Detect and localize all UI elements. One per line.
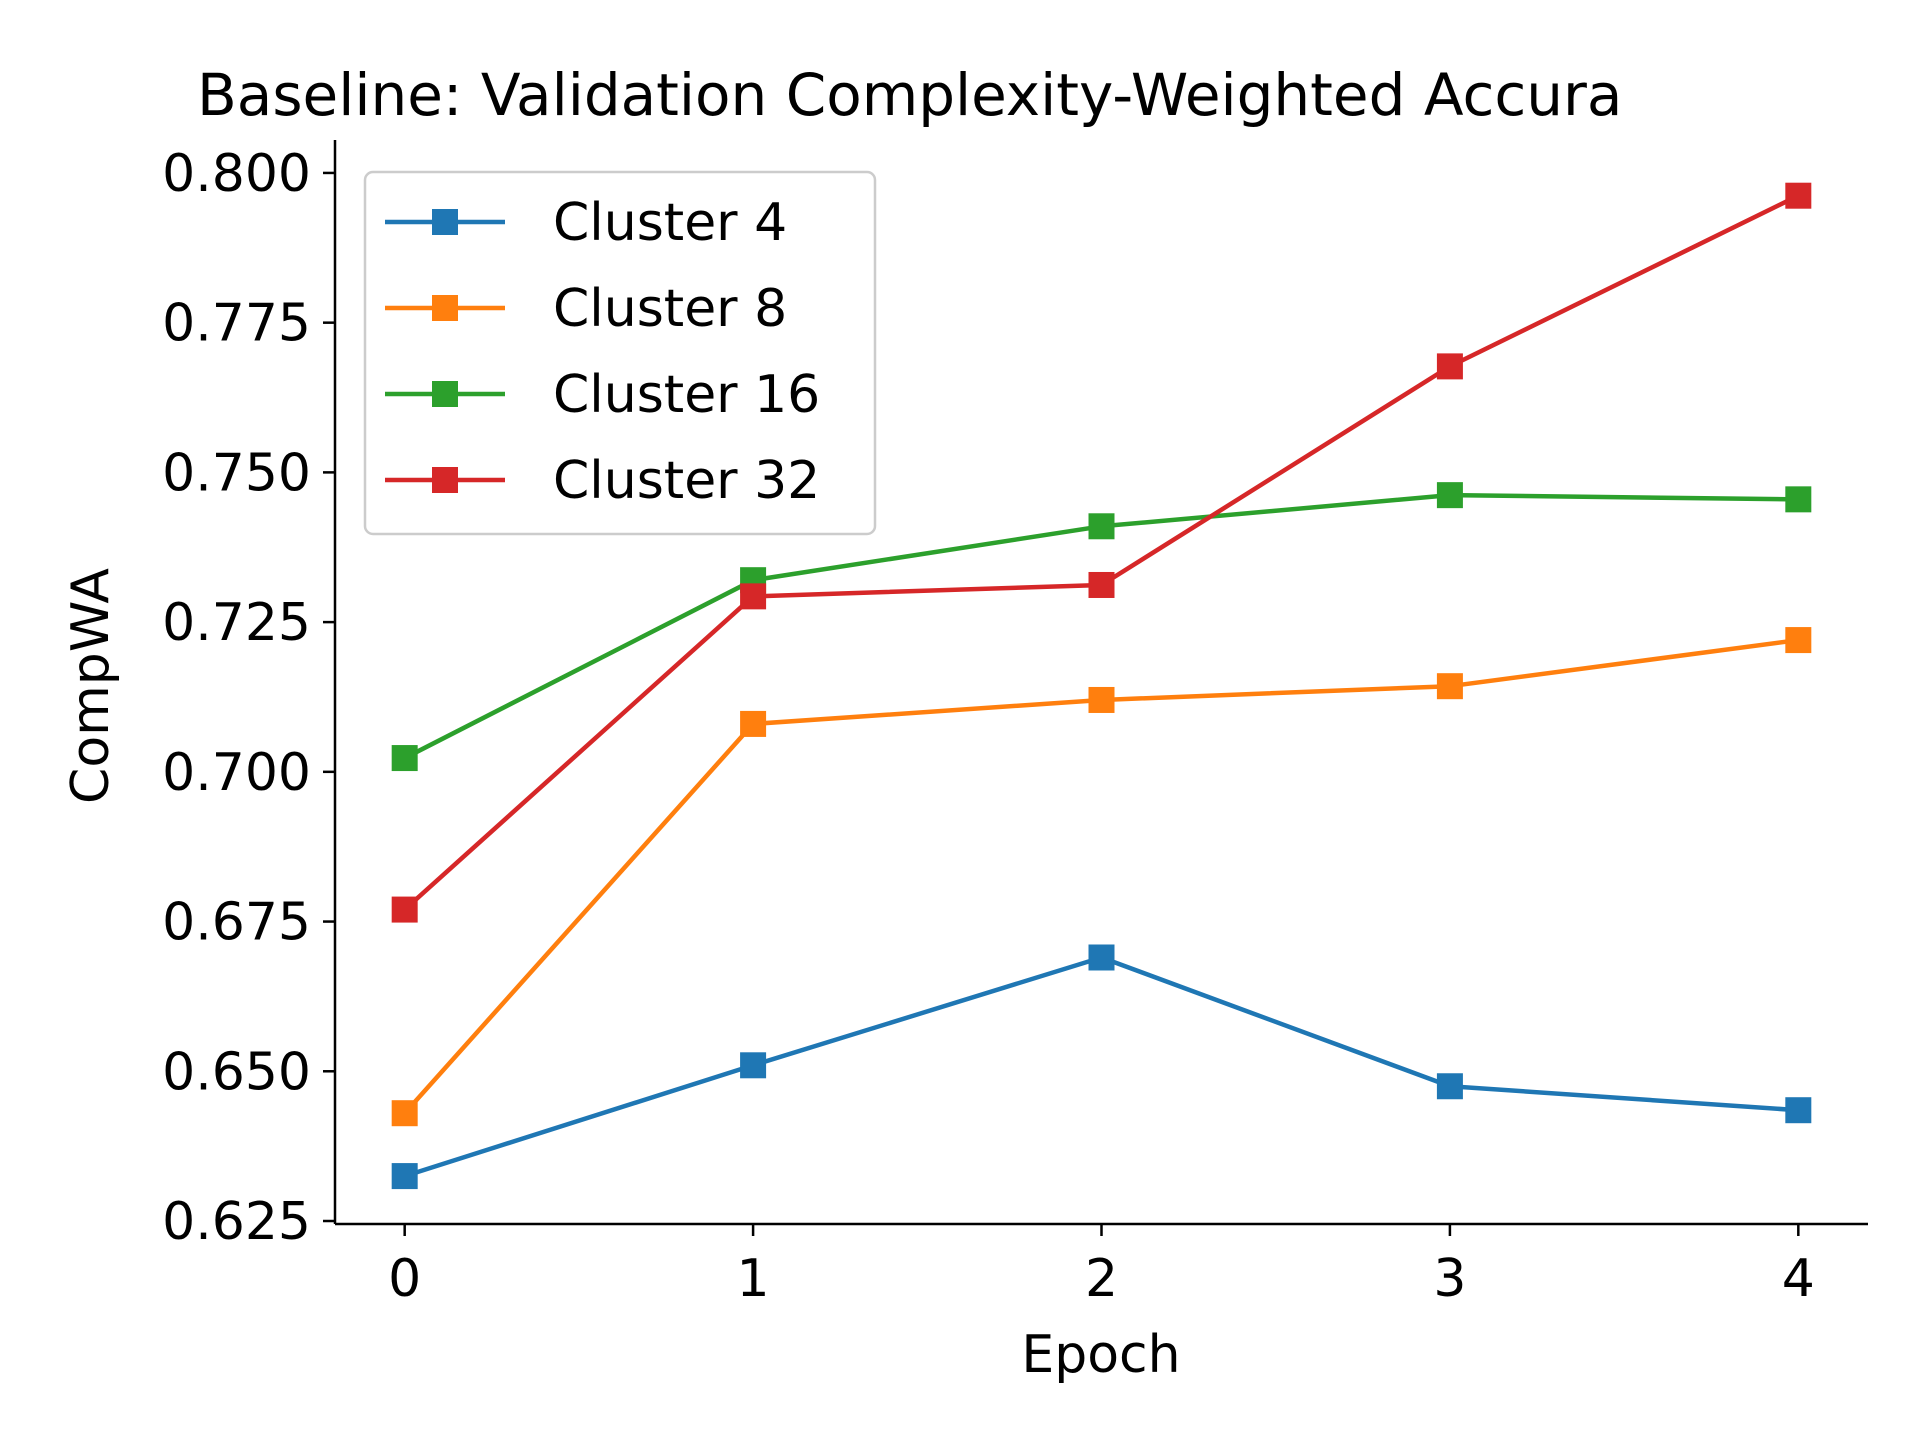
data-point-cluster-4 bbox=[740, 1052, 767, 1079]
x-tick-label: 3 bbox=[1433, 1249, 1466, 1309]
series-cluster-32 bbox=[391, 182, 1812, 923]
y-tick-label: 0.675 bbox=[162, 893, 311, 953]
y-tick-label: 0.625 bbox=[162, 1192, 311, 1252]
y-tick-label: 0.650 bbox=[162, 1042, 311, 1102]
y-axis-label: CompWA bbox=[61, 568, 121, 804]
series-cluster-4 bbox=[391, 944, 1812, 1190]
legend-marker bbox=[432, 209, 458, 235]
data-point-cluster-32 bbox=[1785, 182, 1812, 209]
data-point-cluster-8 bbox=[740, 710, 767, 737]
y-tick-label: 0.725 bbox=[162, 593, 311, 653]
x-tick-label: 4 bbox=[1782, 1249, 1815, 1309]
data-point-cluster-32 bbox=[391, 896, 418, 923]
y-tick-label: 0.800 bbox=[162, 144, 311, 204]
x-tick-label: 2 bbox=[1085, 1249, 1118, 1309]
legend-marker bbox=[432, 381, 458, 407]
legend-marker bbox=[432, 467, 458, 493]
data-point-cluster-4 bbox=[1785, 1097, 1812, 1124]
y-tick-label: 0.775 bbox=[162, 294, 311, 354]
legend-label: Cluster 16 bbox=[553, 365, 820, 425]
x-tick-label: 1 bbox=[737, 1249, 770, 1309]
data-point-cluster-16 bbox=[1436, 482, 1463, 509]
data-point-cluster-4 bbox=[1436, 1073, 1463, 1100]
x-axis-label: Epoch bbox=[1021, 1325, 1180, 1385]
legend-label: Cluster 32 bbox=[553, 451, 820, 511]
data-point-cluster-16 bbox=[1088, 513, 1115, 540]
legend-marker bbox=[432, 295, 458, 321]
data-point-cluster-8 bbox=[1436, 673, 1463, 700]
data-point-cluster-8 bbox=[1785, 627, 1812, 654]
data-point-cluster-32 bbox=[740, 583, 767, 610]
series-line-cluster-4 bbox=[403, 955, 1799, 1179]
data-point-cluster-8 bbox=[391, 1100, 418, 1127]
data-point-cluster-4 bbox=[1088, 944, 1115, 971]
data-point-cluster-32 bbox=[1436, 353, 1463, 380]
legend-label: Cluster 4 bbox=[553, 193, 787, 253]
series-layer bbox=[391, 182, 1812, 1190]
axes: 0.625 0.650 0.675 0.700 0.725 0.750 0.775 0.800… bbox=[162, 140, 1868, 1309]
data-point-cluster-4 bbox=[391, 1163, 418, 1190]
y-tick-label: 0.750 bbox=[162, 443, 311, 503]
data-point-cluster-16 bbox=[391, 745, 418, 772]
data-point-cluster-8 bbox=[1088, 686, 1115, 713]
series-cluster-8 bbox=[391, 627, 1812, 1127]
legend: Cluster 4 Cluster 8 Cluster 16 Cluster 32 bbox=[363, 170, 877, 536]
y-tick-label: 0.700 bbox=[162, 743, 311, 803]
legend-box bbox=[363, 170, 877, 536]
legend-label: Cluster 8 bbox=[553, 279, 787, 339]
x-tick-label: 0 bbox=[388, 1249, 421, 1309]
data-point-cluster-32 bbox=[1088, 571, 1115, 598]
data-point-cluster-16 bbox=[1785, 486, 1812, 513]
chart-title: Baseline: Validation Complexity-Weighted… bbox=[197, 61, 1622, 129]
